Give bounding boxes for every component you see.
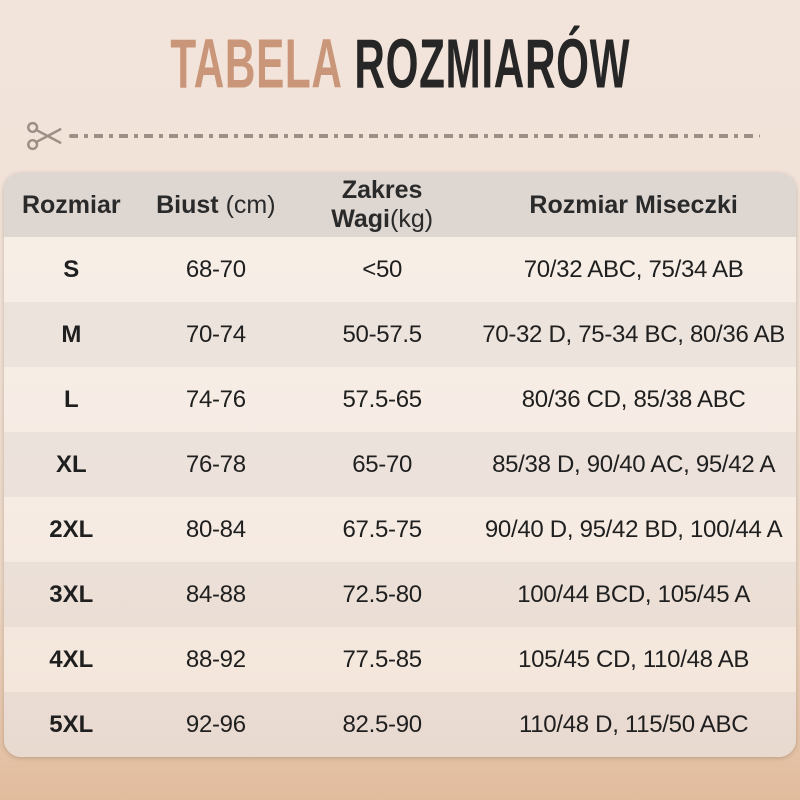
table-row-m: M 70-74 50-57.5 70-32 D, 75-34 BC, 80/36…: [4, 302, 796, 367]
cell-weight: 77.5-85: [342, 645, 423, 673]
table-row-3xl: 3XL 84-88 72.5-80 100/44 BCD, 105/45 A: [4, 562, 796, 627]
header-weight: Zakres Wagi(kg): [293, 176, 471, 234]
cell-size: 4XL: [49, 645, 94, 673]
header-bust-label: Biust: [156, 190, 219, 219]
title-rest-word: ROZMIARÓW: [354, 24, 630, 103]
cell-cup: 80/36 CD, 85/38 ABC: [521, 385, 746, 413]
cell-bust: 74-76: [185, 385, 246, 413]
cell-bust: 88-92: [185, 645, 246, 673]
table-row-5xl: 5XL 92-96 82.5-90 110/48 D, 115/50 ABC: [4, 692, 796, 757]
cell-weight: 50-57.5: [342, 320, 423, 348]
table-row-s: S 68-70 <50 70/32 ABC, 75/34 AB: [4, 237, 796, 302]
header-weight-unit: (kg): [390, 205, 434, 233]
table-row-4xl: 4XL 88-92 77.5-85 105/45 CD, 110/48 AB: [4, 627, 796, 692]
table-row-xl: XL 76-78 65-70 85/38 D, 90/40 AC, 95/42 …: [4, 432, 796, 497]
cell-weight: <50: [362, 255, 403, 283]
header-weight-label: Zakres Wagi: [331, 176, 423, 233]
cell-bust: 70-74: [185, 320, 246, 348]
cut-line: [26, 117, 760, 155]
cell-bust: 68-70: [185, 255, 246, 283]
page-title-text: TABELA ROZMIARÓW: [170, 24, 630, 103]
table-header-row: Rozmiar Biust (cm) Zakres Wagi(kg) Rozmi…: [4, 173, 796, 237]
cell-weight: 82.5-90: [342, 710, 423, 738]
cell-cup: 90/40 D, 95/42 BD, 100/44 A: [484, 515, 783, 543]
cell-bust: 84-88: [185, 580, 246, 608]
cell-size: L: [63, 385, 79, 413]
cell-weight: 57.5-65: [342, 385, 423, 413]
table-row-l: L 74-76 57.5-65 80/36 CD, 85/38 ABC: [4, 367, 796, 432]
dashed-cut-line: [69, 134, 760, 138]
cell-size: S: [63, 255, 80, 283]
table-row-2xl: 2XL 80-84 67.5-75 90/40 D, 95/42 BD, 100…: [4, 497, 796, 562]
cell-size: 3XL: [49, 580, 94, 608]
cell-size: 2XL: [49, 515, 94, 543]
header-cup-label: Rozmiar Miseczki: [529, 190, 738, 219]
cell-weight: 65-70: [352, 450, 413, 478]
cell-size: XL: [55, 450, 87, 478]
cell-weight: 72.5-80: [342, 580, 423, 608]
scissors-icon: [26, 119, 64, 153]
cell-weight: 67.5-75: [342, 515, 423, 543]
cell-cup: 110/48 D, 115/50 ABC: [518, 710, 749, 738]
cell-bust: 76-78: [185, 450, 246, 478]
cell-bust: 80-84: [185, 515, 246, 543]
cell-size: 5XL: [49, 710, 94, 738]
cell-cup: 70-32 D, 75-34 BC, 80/36 AB: [482, 320, 785, 348]
cell-cup: 85/38 D, 90/40 AC, 95/42 A: [492, 450, 776, 478]
header-size: Rozmiar: [4, 191, 139, 220]
cell-size: M: [61, 320, 82, 348]
cell-cup: 100/44 BCD, 105/45 A: [517, 580, 751, 608]
header-size-label: Rozmiar: [21, 190, 121, 219]
cell-cup: 70/32 ABC, 75/34 AB: [523, 255, 744, 283]
cell-bust: 92-96: [185, 710, 246, 738]
header-bust-unit: (cm): [218, 190, 276, 219]
title-accent-word: TABELA: [170, 24, 343, 103]
cell-cup: 105/45 CD, 110/48 AB: [518, 645, 750, 673]
page-title: TABELA ROZMIARÓW: [0, 27, 800, 100]
size-table: Rozmiar Biust (cm) Zakres Wagi(kg) Rozmi…: [4, 173, 796, 757]
header-cup: Rozmiar Miseczki: [471, 191, 796, 220]
header-bust: Biust (cm): [139, 191, 293, 220]
